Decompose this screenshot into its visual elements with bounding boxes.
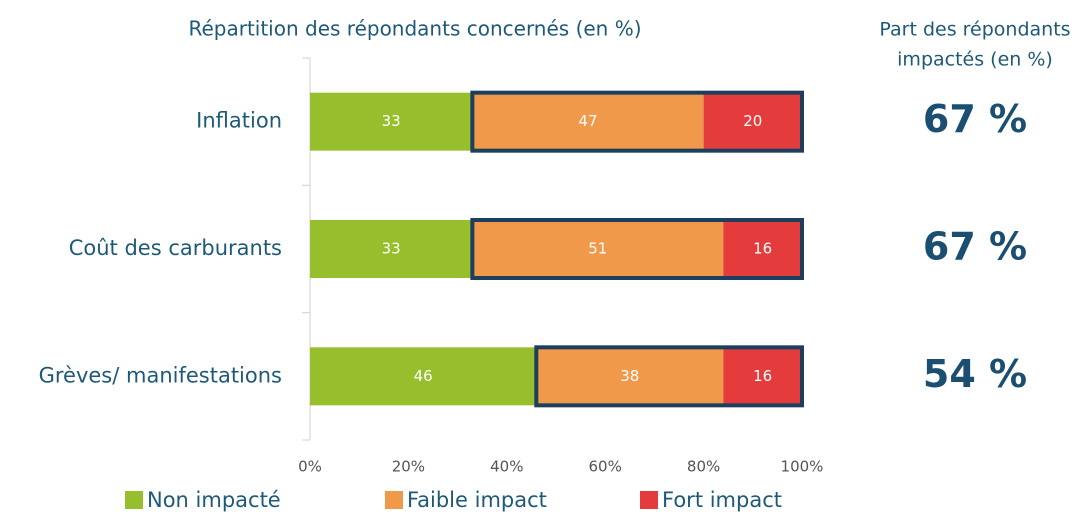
x-tick-label: 0% bbox=[298, 458, 322, 476]
bar-segment bbox=[472, 92, 704, 151]
side-value: 67 % bbox=[923, 225, 1027, 269]
bar-segment bbox=[310, 347, 537, 406]
bar-segment bbox=[536, 347, 724, 406]
legend-swatch bbox=[640, 491, 658, 509]
x-tick-label: 80% bbox=[687, 458, 720, 476]
side-value: 67 % bbox=[923, 97, 1027, 141]
legend-label: Faible impact bbox=[407, 488, 547, 512]
legend-swatch bbox=[125, 491, 143, 509]
x-tick-label: 20% bbox=[392, 458, 425, 476]
data-label: 51 bbox=[588, 240, 607, 258]
side-value: 54 % bbox=[923, 352, 1027, 396]
category-label: Inflation bbox=[196, 109, 282, 133]
side-title: impactés (en %) bbox=[897, 49, 1053, 71]
bar-segment bbox=[723, 220, 802, 278]
bar-segment bbox=[703, 92, 802, 151]
side-title: Part des répondants bbox=[879, 19, 1070, 41]
data-label: 33 bbox=[382, 112, 401, 130]
bar-segment bbox=[310, 92, 473, 151]
x-tick-label: 40% bbox=[490, 458, 523, 476]
data-label: 16 bbox=[753, 240, 772, 258]
x-tick-label: 60% bbox=[589, 458, 622, 476]
legend-swatch bbox=[385, 491, 403, 509]
data-label: 20 bbox=[743, 112, 762, 130]
impact-outline bbox=[470, 90, 804, 153]
x-tick-label: 100% bbox=[781, 458, 824, 476]
data-label: 33 bbox=[382, 240, 401, 258]
chart-title: Répartition des répondants concernés (en… bbox=[188, 17, 641, 41]
legend-label: Fort impact bbox=[662, 488, 782, 512]
category-label: Coût des carburants bbox=[69, 236, 282, 260]
data-label: 38 bbox=[620, 367, 639, 385]
bar-segment bbox=[472, 220, 724, 278]
data-label: 46 bbox=[414, 367, 433, 385]
bar-segment bbox=[310, 220, 473, 278]
impact-outline bbox=[534, 345, 804, 408]
legend-label: Non impacté bbox=[147, 488, 281, 512]
impact-outline bbox=[470, 218, 804, 280]
category-label: Grèves/ manifestations bbox=[39, 363, 282, 387]
data-label: 16 bbox=[753, 367, 772, 385]
data-label: 47 bbox=[578, 112, 597, 130]
bar-segment bbox=[723, 347, 802, 406]
